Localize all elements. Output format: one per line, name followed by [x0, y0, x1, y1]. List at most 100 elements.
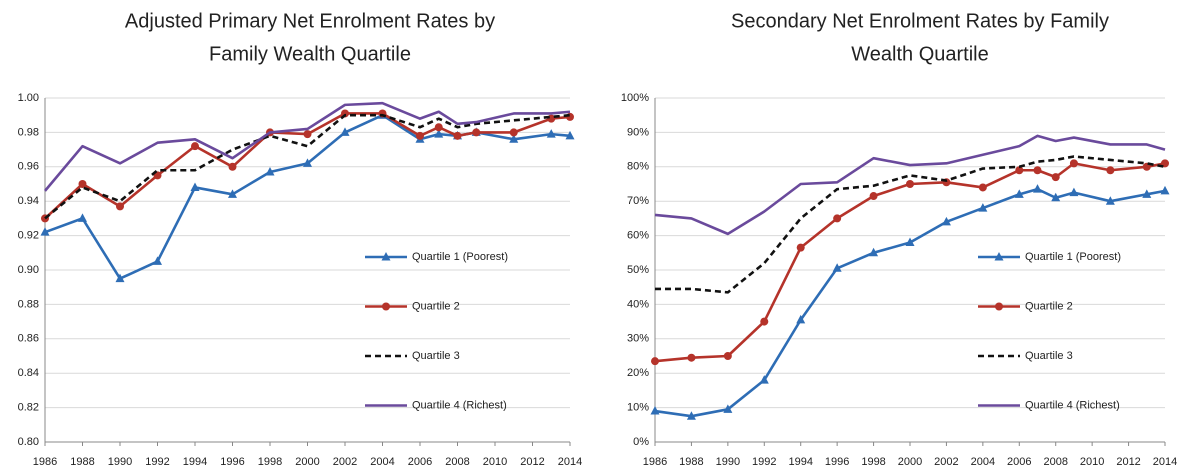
- marker: [1051, 173, 1060, 182]
- series-line: [44, 113, 571, 220]
- marker: [760, 317, 769, 326]
- legend-marker: [382, 302, 390, 311]
- y-tick-label: 0.88: [18, 298, 39, 310]
- marker: [1105, 196, 1115, 205]
- marker: [116, 202, 124, 211]
- y-tick-label: 30%: [627, 333, 649, 345]
- x-tick-label: 2000: [898, 456, 922, 468]
- x-tick-label: 1994: [788, 456, 812, 468]
- marker: [472, 128, 481, 137]
- marker: [434, 123, 443, 132]
- y-tick-label: 50%: [627, 264, 649, 276]
- y-tick-label: 100%: [621, 92, 649, 104]
- marker: [869, 192, 878, 201]
- marker: [869, 247, 879, 257]
- y-tick-label: 10%: [627, 402, 649, 414]
- y-tick-label: 60%: [627, 230, 649, 242]
- marker: [832, 263, 842, 272]
- marker: [686, 411, 696, 420]
- y-tick-label: 20%: [627, 367, 649, 379]
- x-tick-label: 1990: [108, 456, 132, 468]
- x-tick-label: 2008: [445, 456, 469, 468]
- marker: [78, 213, 87, 222]
- marker: [796, 243, 805, 252]
- x-tick-label: 1998: [861, 456, 885, 468]
- x-tick-label: 1998: [258, 456, 282, 468]
- marker: [1014, 189, 1024, 198]
- marker: [1160, 185, 1170, 195]
- marker: [416, 131, 424, 140]
- series: [650, 184, 1170, 420]
- marker: [941, 216, 951, 226]
- series-line: [44, 101, 571, 192]
- series-line: [654, 187, 1166, 418]
- y-tick-label: 0.90: [18, 264, 39, 276]
- marker: [1033, 166, 1042, 175]
- marker: [228, 162, 237, 171]
- marker: [546, 129, 556, 138]
- x-tick-label: 2006: [1007, 456, 1031, 468]
- chart-title: Wealth Quartile: [851, 43, 988, 65]
- y-tick-label: 1.00: [18, 92, 39, 104]
- y-tick-label: 80%: [627, 161, 649, 173]
- marker: [759, 375, 769, 384]
- marker: [566, 112, 574, 121]
- chart-title: Family Wealth Quartile: [209, 43, 411, 65]
- marker: [1069, 187, 1079, 197]
- marker: [115, 273, 125, 283]
- x-tick-label: 1992: [752, 456, 776, 468]
- y-tick-label: 0.98: [18, 126, 39, 138]
- marker: [905, 237, 915, 246]
- marker: [723, 404, 733, 413]
- x-tick-label: 2012: [520, 456, 544, 468]
- legend-label: Quartile 2: [1025, 300, 1073, 312]
- marker: [153, 256, 162, 265]
- y-tick-label: 0.82: [18, 402, 39, 414]
- x-tick-label: 1994: [183, 456, 207, 468]
- x-tick-label: 2004: [971, 456, 995, 468]
- y-tick-label: 0.86: [18, 333, 39, 345]
- marker: [1142, 189, 1152, 198]
- legend-label: Quartile 1 (Poorest): [412, 251, 508, 263]
- marker: [1106, 166, 1115, 175]
- marker: [978, 203, 988, 212]
- x-tick-label: 1996: [825, 456, 849, 468]
- marker: [978, 183, 987, 192]
- chart-title: Adjusted Primary Net Enrolment Rates by: [125, 10, 495, 32]
- series: [655, 155, 1166, 294]
- y-tick-label: 70%: [627, 195, 649, 207]
- x-tick-label: 2004: [370, 456, 394, 468]
- y-tick-label: 0.80: [18, 436, 39, 448]
- marker: [228, 189, 237, 198]
- legend-label: Quartile 4 (Richest): [412, 399, 507, 411]
- marker: [453, 131, 462, 140]
- marker: [906, 180, 914, 188]
- x-tick-label: 1988: [679, 456, 703, 468]
- y-tick-label: 0.94: [18, 195, 39, 207]
- marker: [796, 314, 806, 324]
- legend-label: Quartile 1 (Poorest): [1025, 251, 1121, 263]
- marker: [303, 158, 312, 167]
- x-tick-label: 2002: [333, 456, 357, 468]
- marker: [1069, 159, 1078, 168]
- marker: [303, 130, 312, 139]
- marker: [78, 180, 87, 188]
- y-tick-label: 0.84: [18, 367, 39, 379]
- legend-label: Quartile 4 (Richest): [1025, 399, 1120, 411]
- series: [651, 159, 1169, 366]
- x-tick-label: 2000: [295, 456, 319, 468]
- marker: [650, 406, 660, 415]
- x-tick-label: 2006: [408, 456, 432, 468]
- legend-marker: [381, 252, 391, 261]
- marker: [723, 352, 732, 360]
- marker: [434, 129, 444, 138]
- legend-label: Quartile 3: [412, 350, 460, 362]
- x-tick-label: 1990: [716, 456, 740, 468]
- series-line: [655, 155, 1166, 294]
- marker: [191, 142, 199, 151]
- series: [44, 113, 571, 220]
- y-tick-label: 0.96: [18, 161, 39, 173]
- legend-marker: [994, 252, 1004, 261]
- x-tick-label: 2010: [483, 456, 507, 468]
- y-tick-label: 40%: [627, 298, 649, 310]
